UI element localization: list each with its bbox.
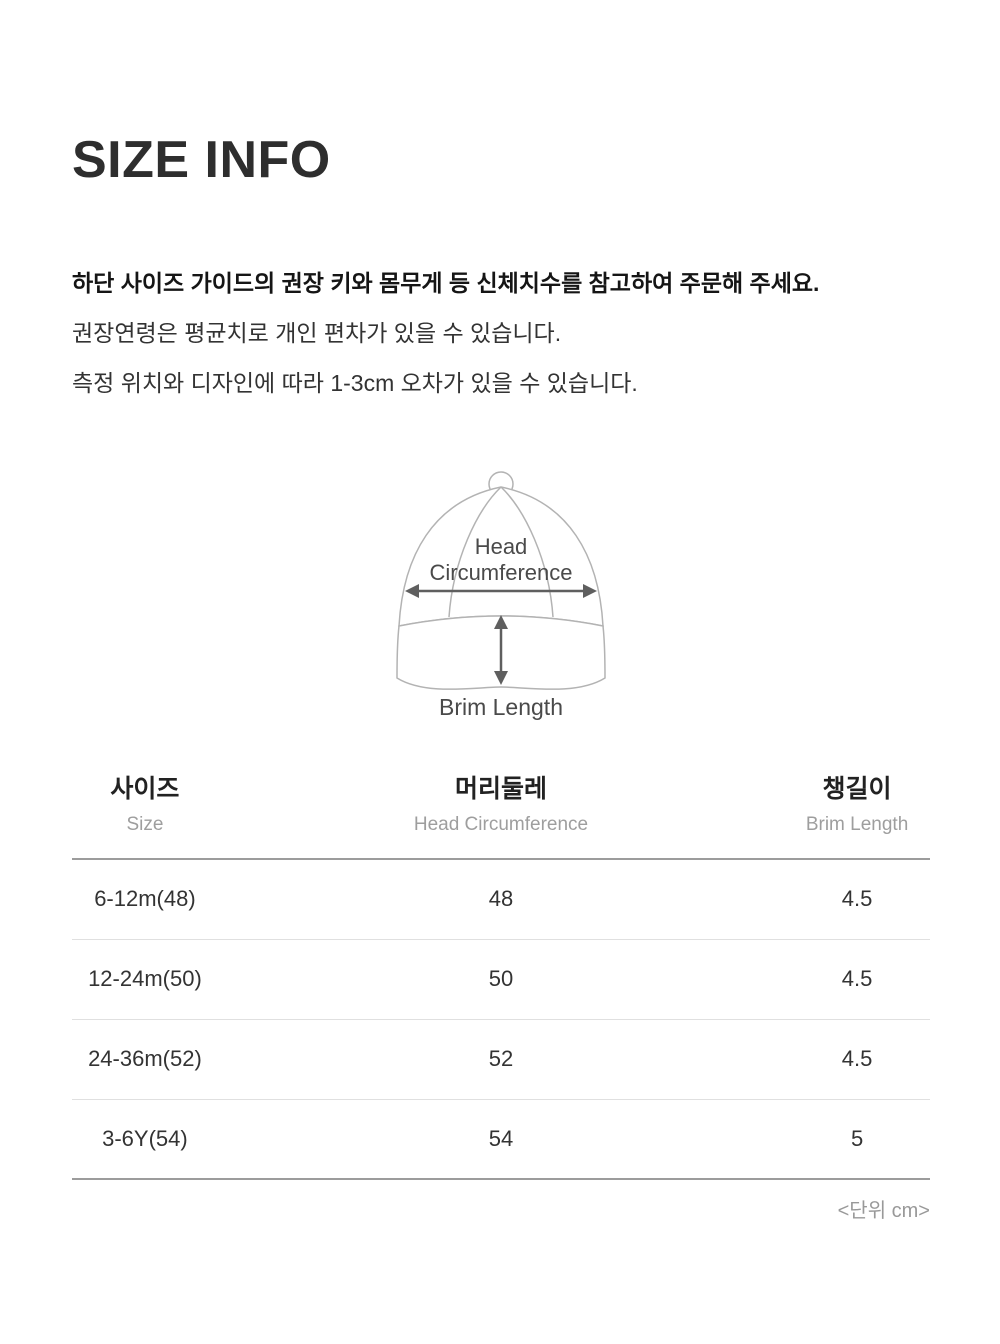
cell-size: 3-6Y(54)	[72, 1099, 218, 1180]
cell-brim-length: 4.5	[784, 939, 930, 1020]
cell-size: 24-36m(52)	[72, 1019, 218, 1100]
page-title: SIZE INFO	[72, 131, 331, 189]
column-header-brim-length-ko: 챙길이	[822, 775, 892, 803]
cell-head-circumference: 52	[217, 1019, 785, 1100]
cell-size: 6-12m(48)	[72, 859, 218, 940]
size-table: 사이즈 Size 머리둘레 Head Circumference 챙길이 Bri…	[72, 769, 930, 1180]
table-row: 12-24m(50) 50 4.5	[72, 939, 930, 1020]
brim-length-label: Brim Length	[439, 694, 563, 720]
cell-head-circumference: 48	[217, 859, 785, 940]
column-header-head-circumference: 머리둘레 Head Circumference	[217, 769, 785, 860]
head-circumference-arrow	[405, 584, 597, 598]
column-header-size-en: Size	[126, 814, 164, 835]
cap-seam-right	[500, 486, 554, 618]
size-info-page: SIZE INFO 하단 사이즈 가이드의 권장 키와 몸무게 등 신체치수를 …	[72, 131, 930, 1222]
cell-head-circumference: 54	[217, 1099, 785, 1180]
column-header-size-ko: 사이즈	[110, 775, 180, 803]
description: 하단 사이즈 가이드의 권장 키와 몸무게 등 신체치수를 참고하여 주문해 주…	[72, 258, 930, 408]
size-table-header-row: 사이즈 Size 머리둘레 Head Circumference 챙길이 Bri…	[72, 769, 930, 860]
description-line-3: 측정 위치와 디자인에 따라 1-3cm 오차가 있을 수 있습니다.	[72, 370, 638, 396]
unit-note: <단위 cm>	[837, 1200, 930, 1222]
table-row: 24-36m(52) 52 4.5	[72, 1019, 930, 1100]
column-header-head-circumference-ko: 머리둘레	[454, 775, 547, 803]
description-line-1: 하단 사이즈 가이드의 권장 키와 몸무게 등 신체치수를 참고하여 주문해 주…	[72, 270, 820, 296]
cap-measurement-diagram: Head Circumference Brim Length	[72, 454, 930, 727]
column-header-size: 사이즈 Size	[72, 769, 218, 860]
column-header-brim-length: 챙길이 Brim Length	[784, 769, 930, 860]
description-line-2: 권장연령은 평균치로 개인 편차가 있을 수 있습니다.	[72, 320, 562, 346]
cell-brim-length: 5	[784, 1099, 930, 1180]
cell-head-circumference: 50	[217, 939, 785, 1020]
table-row: 3-6Y(54) 54 5	[72, 1099, 930, 1180]
head-circumference-label-line1: Head	[475, 534, 528, 559]
cell-brim-length: 4.5	[784, 859, 930, 940]
brim-length-arrow	[494, 615, 508, 685]
cap-diagram-svg: Head Circumference Brim Length	[396, 471, 606, 720]
cell-brim-length: 4.5	[784, 1019, 930, 1100]
column-header-brim-length-en: Brim Length	[805, 814, 909, 835]
head-circumference-label-line2: Circumference	[429, 560, 572, 585]
column-header-head-circumference-en: Head Circumference	[413, 814, 589, 835]
cap-seam-left	[448, 486, 502, 618]
cell-size: 12-24m(50)	[72, 939, 218, 1020]
table-row: 6-12m(48) 48 4.5	[72, 859, 930, 940]
